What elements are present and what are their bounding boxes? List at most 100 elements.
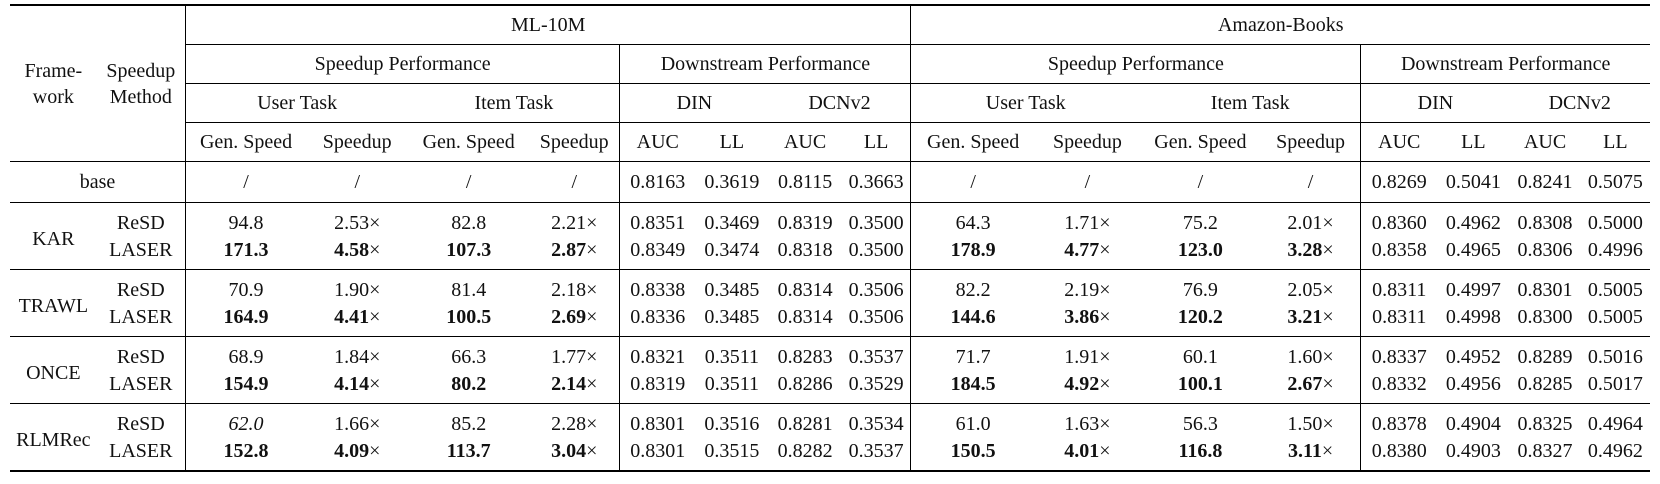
col-header-auc: AUC [1523, 131, 1567, 153]
ll-cell: 0.5016 [1587, 346, 1643, 368]
auc-cell: 0.8301 [619, 438, 696, 471]
col-header-auc: AUC [619, 122, 696, 162]
ll-cell: 0.3619 [704, 170, 760, 193]
ll-cell: 0.3485 [704, 306, 760, 328]
auc-cell: 0.8285 [1517, 373, 1573, 395]
ll-cell: 0.5005 [1587, 279, 1643, 301]
ll-cell: 0.5000 [1587, 212, 1643, 234]
gen-speed-cell: 68.9 [184, 336, 307, 371]
speedup-cell: 1.63× [1064, 413, 1111, 435]
gen-speed-cell: 62.0 [184, 403, 307, 438]
model-header-din: DIN [619, 83, 769, 123]
method-cell: ReSD [116, 346, 165, 368]
ll-cell: 0.4996 [1587, 239, 1643, 261]
method-cell: LASER [109, 373, 173, 395]
ll-cell: 0.3506 [848, 279, 904, 301]
framework-header: Frame-work [24, 59, 83, 108]
auc-cell: 0.8269 [1360, 161, 1438, 203]
col-header-auc: AUC [1360, 122, 1438, 162]
speedup-cell: 1.66× [334, 413, 381, 435]
auc-cell: 0.8349 [619, 237, 696, 270]
speedup-cell: 2.01× [1287, 212, 1334, 234]
speedup-cell: 3.04× [551, 440, 598, 462]
auc-cell: 0.8327 [1517, 440, 1573, 462]
task-header-item: Item Task [1140, 83, 1361, 123]
col-header-speedup: Speedup [322, 131, 392, 153]
table-body: base / / / / 0.8163 0.3619 0.8115 0.3663 / / / / 0.82… [10, 161, 1650, 471]
results-table: Frame-work Speedup Method ML-10M Amazon-B… [10, 4, 1650, 472]
ll-cell: 0.5041 [1445, 170, 1501, 193]
gen-speed-cell: 70.9 [184, 269, 307, 304]
auc-cell: 0.8314 [777, 306, 833, 328]
speedup-cell: 4.09× [334, 440, 381, 462]
framework-cell: base [79, 170, 116, 193]
ll-cell: 0.3537 [848, 346, 904, 368]
speedup-cell: 2.67× [1287, 373, 1334, 395]
auc-cell: 0.8319 [619, 371, 696, 404]
model-header-dcnv2: DCNv2 [1509, 83, 1650, 123]
col-header-ll: LL [863, 131, 889, 153]
auc-cell: 0.8336 [619, 304, 696, 337]
speedup-cell: 2.14× [551, 373, 598, 395]
auc-cell: 0.8378 [1360, 403, 1438, 438]
table-row: KAR ReSD 94.8 2.53× 82.8 2.21× 0.8351 0.3469 0.8… [10, 202, 1650, 250]
speedup-cell: 1.77× [551, 346, 598, 368]
auc-cell: 0.8380 [1360, 438, 1438, 471]
auc-cell: 0.8311 [1360, 269, 1438, 304]
auc-cell: 0.8321 [619, 336, 696, 371]
speedup-cell: 4.92× [1064, 373, 1111, 395]
gen-speed-cell: 150.5 [910, 438, 1035, 471]
speedup-cell: 3.11× [1287, 440, 1334, 462]
auc-cell: 0.8289 [1517, 346, 1573, 368]
auc-cell: 0.8319 [777, 212, 833, 234]
speedup-method-header: Speedup Method [106, 59, 176, 108]
col-header-gen-speed: Gen. Speed [1154, 131, 1247, 153]
speedup-cell: 2.28× [551, 413, 598, 435]
ll-cell: 0.3516 [704, 413, 760, 435]
speedup-cell: / [1084, 170, 1091, 193]
method-cell: LASER [109, 306, 173, 328]
method-cell: ReSD [116, 413, 165, 435]
speedup-cell: 2.05× [1287, 279, 1334, 301]
ll-cell: 0.3529 [848, 373, 904, 395]
ll-cell: 0.4997 [1445, 279, 1501, 301]
gen-speed-cell: 100.1 [1177, 373, 1223, 395]
group-header-speedup-amazon: Speedup Performance [910, 44, 1361, 84]
speedup-cell: 4.77× [1064, 239, 1111, 261]
ll-cell: 0.4962 [1587, 440, 1643, 462]
auc-cell: 0.8337 [1360, 336, 1438, 371]
ll-cell: 0.3500 [848, 212, 904, 234]
ll-cell: 0.3469 [704, 212, 760, 234]
gen-speed-cell: 81.4 [451, 279, 487, 301]
ll-cell: 0.4964 [1587, 413, 1643, 435]
auc-cell: 0.8282 [777, 440, 833, 462]
gen-speed-cell: 171.3 [184, 237, 307, 270]
gen-speed-cell: 76.9 [1182, 279, 1218, 301]
ll-cell: 0.3537 [848, 440, 904, 462]
col-header-ll: LL [1603, 131, 1628, 153]
method-cell: ReSD [116, 212, 165, 234]
speedup-cell: 1.60× [1287, 346, 1334, 368]
auc-cell: 0.8308 [1517, 212, 1573, 234]
group-header-speedup-ml10m: Speedup Performance [184, 44, 620, 84]
group-header-downstream-amazon: Downstream Performance [1360, 44, 1650, 84]
gen-speed-cell: 178.9 [910, 237, 1035, 270]
col-header-ll: LL [1461, 131, 1486, 153]
table-row: ONCE ReSD 68.9 1.84× 66.3 1.77× 0.8321 0.3511 0.… [10, 336, 1650, 384]
ll-cell: 0.4998 [1445, 306, 1501, 328]
ll-cell: 0.4903 [1445, 440, 1501, 462]
task-header-user: User Task [184, 83, 409, 123]
table-row: base / / / / 0.8163 0.3619 0.8115 0.3663 / / / / 0.82… [10, 161, 1650, 203]
gen-speed-cell: 94.8 [184, 202, 307, 237]
group-header-downstream-ml10m: Downstream Performance [619, 44, 911, 84]
gen-speed-cell: 164.9 [184, 304, 307, 337]
auc-cell: 0.8314 [777, 279, 833, 301]
gen-speed-cell: 75.2 [1182, 212, 1218, 234]
speedup-cell: / [354, 170, 361, 193]
ll-cell: 0.5075 [1587, 170, 1643, 193]
gen-speed-cell: / [465, 170, 472, 193]
auc-cell: 0.8306 [1517, 239, 1573, 261]
gen-speed-cell: 123.0 [1177, 239, 1223, 261]
table-row: LASER 171.3 4.58× 107.3 2.87× 0.8349 0.3474 0.8… [10, 237, 1650, 270]
speedup-cell: / [1307, 170, 1314, 193]
